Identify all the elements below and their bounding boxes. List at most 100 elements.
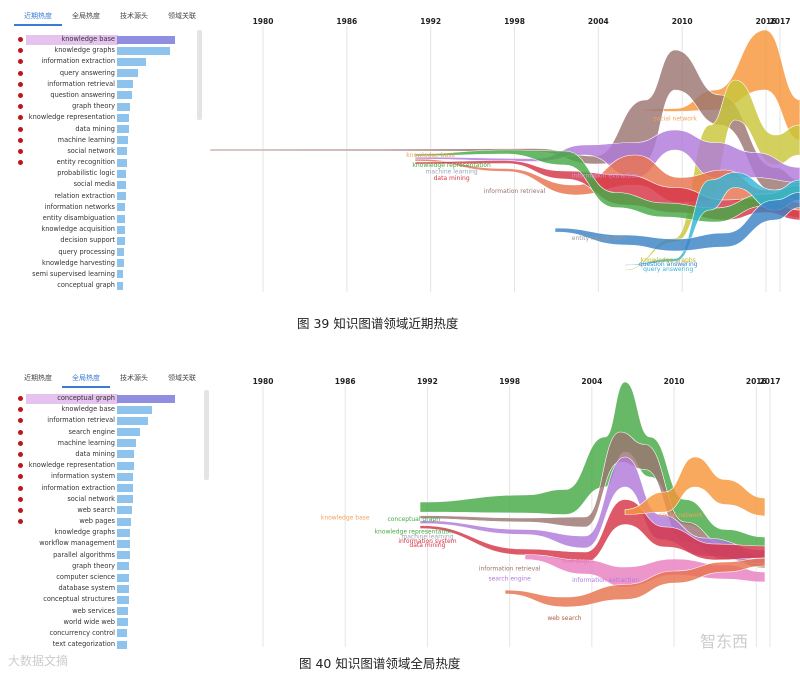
keyword-row[interactable]: information system [0, 471, 210, 482]
keyword-row[interactable]: probabilistic logic [0, 168, 210, 179]
keyword-row[interactable]: database system [0, 583, 210, 594]
keyword-row[interactable]: data mining [0, 124, 210, 135]
keyword-row[interactable]: social network [0, 146, 210, 157]
keyword-row[interactable]: data mining [0, 449, 210, 460]
keyword-bar [117, 629, 128, 638]
stream-question-answering[interactable] [554, 192, 800, 252]
tab-field-relation[interactable]: 领域关联 [168, 374, 196, 382]
keyword-label: conceptual graph [57, 394, 115, 402]
keyword-row[interactable]: knowledge acquisition [0, 224, 210, 235]
keyword-label: world wide web [63, 617, 115, 626]
keyword-bar [117, 281, 124, 290]
keyword-label: entity recognition [56, 158, 115, 167]
series-label: machine learning [401, 534, 453, 541]
keyword-row[interactable]: question answering [0, 90, 210, 101]
scrollbar[interactable] [204, 390, 209, 480]
selected-highlight [26, 34, 118, 45]
tab-global-heat[interactable]: 全局热度 [72, 12, 100, 20]
keyword-row[interactable]: computer science [0, 572, 210, 583]
keyword-list: knowledge base knowledge graphs informatio… [0, 34, 210, 291]
bullet-dot-icon [18, 507, 23, 513]
stream-web-pages[interactable] [524, 554, 766, 588]
keyword-label: semi supervised learning [32, 269, 115, 278]
keyword-row[interactable]: knowledge graphs [0, 527, 210, 538]
keyword-row[interactable]: machine learning [0, 438, 210, 449]
bullet-dot-icon [18, 126, 23, 132]
keyword-row[interactable]: knowledge graphs [0, 45, 210, 56]
keyword-row[interactable]: semi supervised learning [0, 269, 210, 280]
keyword-row[interactable]: knowledge representation [0, 460, 210, 471]
keyword-bar [117, 203, 126, 212]
keyword-row[interactable]: conceptual graph [0, 280, 210, 291]
bullet-dot-icon [18, 48, 23, 54]
series-label: information system [398, 538, 456, 545]
year-tick-label: 1992 [417, 377, 438, 386]
keyword-row[interactable]: text categorization [0, 639, 210, 650]
keyword-row[interactable]: conceptual structures [0, 594, 210, 605]
keyword-bar [117, 270, 124, 279]
keyword-bar [117, 595, 129, 604]
stream-query-answering[interactable] [624, 172, 800, 266]
keyword-bar [117, 562, 130, 571]
tab-tech-source[interactable]: 技术源头 [120, 12, 148, 20]
stream-conceptual-graph[interactable] [419, 381, 766, 548]
keyword-row[interactable]: web services [0, 606, 210, 617]
tab-recent-heat[interactable]: 近期热度 [24, 374, 52, 382]
keyword-row[interactable]: information retrieval [0, 79, 210, 90]
keyword-label: knowledge harvesting [42, 258, 115, 267]
keyword-bar [117, 539, 130, 548]
keyword-row[interactable]: decision support [0, 235, 210, 246]
keyword-row[interactable]: information retrieval [0, 415, 210, 426]
keyword-row[interactable]: entity disambiguation [0, 213, 210, 224]
keyword-row[interactable]: knowledge base [0, 34, 210, 45]
keyword-row[interactable]: parallel algorithms [0, 550, 210, 561]
keyword-bar [117, 113, 130, 122]
keyword-row[interactable]: graph theory [0, 561, 210, 572]
keyword-row[interactable]: web pages [0, 516, 210, 527]
keyword-row[interactable]: web search [0, 505, 210, 516]
keyword-label: concurrency control [49, 628, 115, 637]
keyword-row[interactable]: knowledge representation [0, 112, 210, 123]
bullet-dot-icon [18, 418, 23, 424]
keyword-row[interactable]: information extraction [0, 483, 210, 494]
keyword-row[interactable]: social network [0, 494, 210, 505]
bullet-dot-icon [18, 81, 23, 87]
keyword-row[interactable]: concurrency control [0, 628, 210, 639]
keyword-row[interactable]: social media [0, 179, 210, 190]
bullet-dot-icon [18, 519, 23, 525]
keyword-row[interactable]: workflow management [0, 538, 210, 549]
keyword-row[interactable]: conceptual graph [0, 393, 210, 404]
keyword-row[interactable]: query answering [0, 68, 210, 79]
keyword-row[interactable]: information extraction [0, 56, 210, 67]
tab-tech-source[interactable]: 技术源头 [120, 374, 148, 382]
stream-social-network[interactable] [624, 456, 766, 517]
keyword-bar [117, 528, 131, 537]
bullet-dot-icon [18, 451, 23, 457]
bullet-dot-icon [18, 485, 23, 491]
keyword-row[interactable]: query processing [0, 247, 210, 258]
keyword-row[interactable]: relation extraction [0, 191, 210, 202]
keyword-bar [117, 158, 127, 167]
tab-global-heat[interactable]: 全局热度 [62, 366, 110, 388]
keyword-row[interactable]: knowledge base [0, 404, 210, 415]
series-label: information retrieval [479, 566, 541, 573]
tab-bar: 近期热度 全局热度 技术源头 领域关联 [14, 4, 206, 26]
keyword-row[interactable]: world wide web [0, 617, 210, 628]
keyword-row[interactable]: entity recognition [0, 157, 210, 168]
year-tick-label: 2010 [672, 17, 693, 26]
keyword-row[interactable]: knowledge harvesting [0, 258, 210, 269]
tab-recent-heat[interactable]: 近期热度 [14, 4, 62, 26]
tab-field-relation[interactable]: 领域关联 [168, 12, 196, 20]
keyword-bar [117, 618, 129, 627]
keyword-label: knowledge graphs [54, 46, 115, 55]
stream-web-search[interactable] [504, 557, 766, 608]
series-label: information retrieval [484, 188, 546, 195]
keyword-row[interactable]: graph theory [0, 101, 210, 112]
keyword-row[interactable]: information networks [0, 202, 210, 213]
keyword-row[interactable]: machine learning [0, 135, 210, 146]
keyword-row[interactable]: search engine [0, 427, 210, 438]
year-tick-label: 1998 [504, 17, 525, 26]
scrollbar[interactable] [197, 30, 202, 120]
